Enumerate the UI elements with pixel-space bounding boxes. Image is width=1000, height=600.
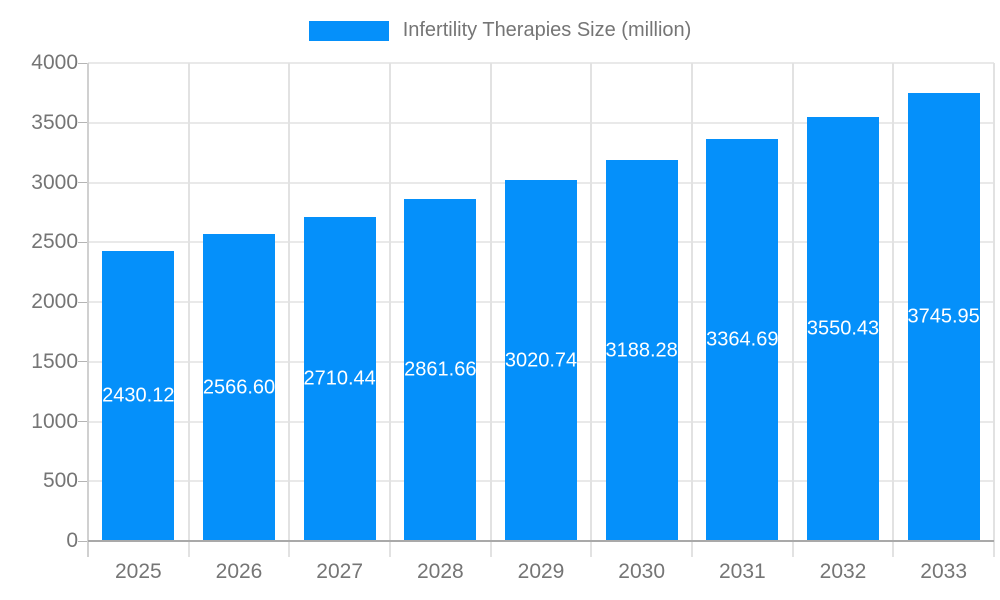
y-axis-tick (78, 480, 88, 482)
y-axis-tick (78, 62, 88, 64)
x-axis-label: 2025 (114, 560, 162, 583)
x-gridline (892, 63, 895, 557)
y-gridline (88, 121, 994, 124)
bar-value-label: 3020.74 (505, 349, 577, 372)
bar-value-label: 3188.28 (605, 339, 678, 361)
y-axis-tick (78, 421, 88, 422)
y-axis-tick (78, 301, 88, 303)
bar-value-label: 3745.95 (907, 305, 980, 328)
bar-value-label: 3364.69 (706, 328, 779, 351)
bar[interactable]: 2566.60 (203, 234, 275, 541)
bar-value-label: 2566.60 (203, 376, 275, 399)
bar-value-label: 2710.44 (303, 367, 376, 390)
x-gridline (389, 63, 391, 557)
y-axis-label: 4000 (31, 51, 78, 74)
bar[interactable]: 3188.28 (605, 160, 678, 541)
plot-area: 0 500 1000 1500 2000 2500 3000 3500 4000 2430.12 2… (31, 51, 995, 557)
x-axis-label: 2030 (618, 560, 666, 583)
bar[interactable]: 3745.95 (907, 93, 980, 541)
y-axis-label: 2500 (31, 230, 78, 254)
x-axis-label: 2033 (920, 560, 968, 583)
x-gridline (590, 63, 593, 557)
x-axis-line (88, 540, 994, 542)
y-axis-tick (78, 241, 88, 243)
x-axis-label: 2026 (215, 560, 263, 583)
x-axis-label: 2029 (517, 560, 565, 583)
bar[interactable]: 2430.12 (102, 250, 175, 541)
y-axis-tick (78, 182, 88, 183)
x-gridline (691, 63, 693, 557)
bar[interactable]: 2861.66 (404, 199, 477, 541)
y-axis-label: 1000 (31, 409, 78, 433)
y-axis-label: 3000 (31, 170, 78, 194)
x-gridline (187, 63, 190, 557)
bar[interactable]: 3020.74 (505, 180, 577, 541)
x-axis-label: 2027 (316, 560, 364, 583)
bar-value-label: 2430.12 (102, 384, 175, 407)
x-gridline (993, 63, 995, 557)
y-axis-label: 1500 (31, 349, 78, 373)
y-gridline (88, 62, 994, 64)
legend-swatch (308, 20, 389, 41)
bar[interactable]: 3550.43 (807, 116, 879, 541)
x-axis-label: 2031 (718, 560, 766, 583)
x-gridline (791, 63, 794, 557)
y-axis-tick (78, 361, 88, 363)
bar-value-label: 2861.66 (404, 358, 477, 381)
bar[interactable]: 3364.69 (706, 138, 779, 541)
bar[interactable]: 2710.44 (303, 217, 376, 541)
chart-legend[interactable]: Infertility Therapies Size (million) (0, 19, 1000, 42)
y-axis-label: 0 (66, 529, 78, 552)
x-axis-label: 2032 (819, 560, 867, 583)
y-axis-label: 500 (42, 469, 78, 493)
legend-label: Infertility Therapies Size (million) (402, 19, 692, 41)
x-axis-label: 2028 (416, 560, 464, 583)
y-axis-tick (78, 122, 88, 124)
x-gridline (489, 63, 492, 557)
y-axis-label: 2000 (31, 290, 78, 313)
y-axis-label: 3500 (31, 110, 78, 134)
y-axis-tick (78, 540, 88, 542)
x-gridline (288, 63, 291, 557)
y-axis-line (87, 63, 89, 557)
bar-value-label: 3550.43 (807, 317, 879, 340)
